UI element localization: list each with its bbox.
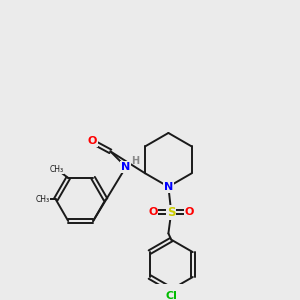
Text: O: O: [148, 207, 158, 217]
Text: S: S: [167, 206, 176, 219]
Text: CH₃: CH₃: [50, 165, 64, 174]
Text: O: O: [185, 207, 194, 217]
Text: CH₃: CH₃: [36, 195, 50, 204]
Text: N: N: [164, 182, 173, 192]
Text: Cl: Cl: [165, 291, 177, 300]
Text: N: N: [121, 162, 130, 172]
Text: H: H: [131, 156, 139, 166]
Text: O: O: [87, 136, 97, 146]
